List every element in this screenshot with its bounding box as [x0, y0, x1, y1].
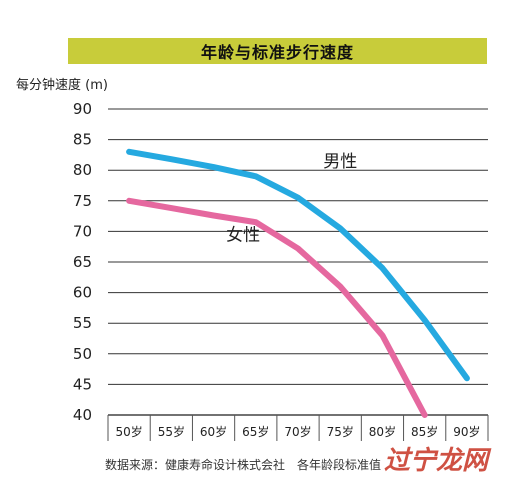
x-tick-50岁: 50岁 — [115, 424, 142, 439]
y-tick-45: 45 — [73, 375, 92, 393]
chart-title: 年龄与标准步行速度 — [200, 43, 354, 62]
x-tick-90岁: 90岁 — [453, 424, 480, 439]
y-tick-55: 55 — [73, 314, 92, 332]
y-tick-50: 50 — [73, 345, 92, 363]
source-note: 数据来源：健康寿命设计株式会社 各年龄段标准值 — [105, 458, 382, 472]
y-tick-75: 75 — [73, 192, 92, 210]
y-tick-40: 40 — [73, 406, 92, 424]
y-tick-85: 85 — [73, 131, 92, 149]
y-tick-70: 70 — [73, 222, 92, 240]
series-line-male — [126, 148, 470, 382]
y-axis-label: 每分钟速度 (m) — [16, 78, 108, 93]
x-tick-55岁: 55岁 — [158, 424, 185, 439]
series-label-male: 男性 — [323, 152, 357, 172]
series-line-female — [126, 197, 428, 418]
chart-title-bar: 年龄与标准步行速度 — [68, 38, 487, 64]
x-tick-60岁: 60岁 — [200, 424, 227, 439]
x-tick-65岁: 65岁 — [242, 424, 269, 439]
x-tick-85岁: 85岁 — [411, 424, 438, 439]
y-tick-80: 80 — [73, 161, 92, 179]
y-tick-60: 60 — [73, 284, 92, 302]
y-tick-90: 90 — [73, 100, 92, 118]
watermark-logo: 过宁龙网 — [384, 446, 489, 476]
x-tick-75岁: 75岁 — [327, 424, 354, 439]
series-label-female: 女性 — [226, 226, 260, 246]
y-tick-65: 65 — [73, 253, 92, 271]
x-tick-70岁: 70岁 — [284, 424, 311, 439]
x-tick-80岁: 80岁 — [369, 424, 396, 439]
